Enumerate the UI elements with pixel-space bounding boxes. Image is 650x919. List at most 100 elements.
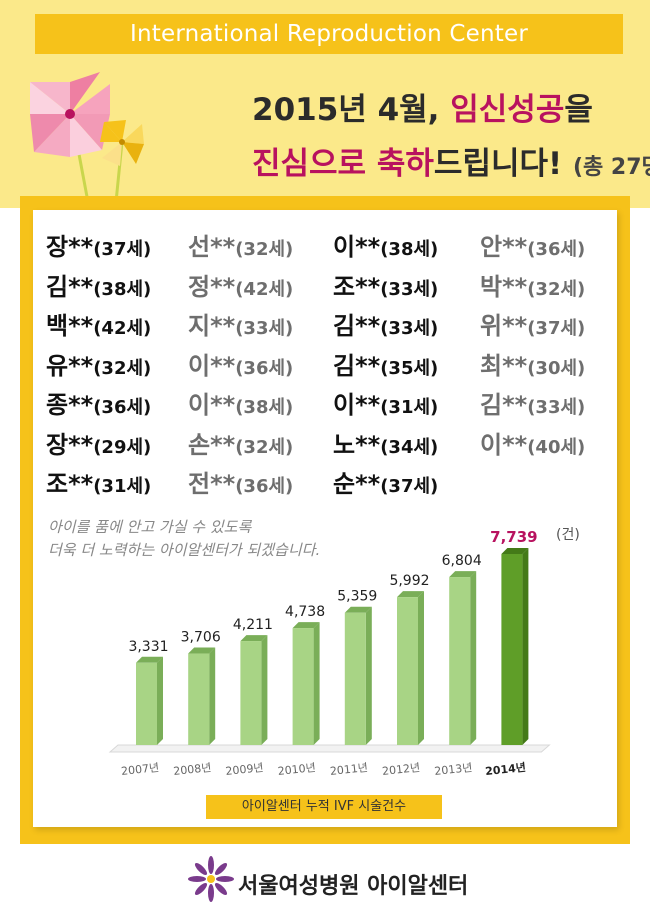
headline-highlight: 임신성공 — [450, 92, 565, 128]
bar-side — [522, 548, 529, 745]
bar-top — [501, 548, 529, 554]
patient-name: 박** — [480, 272, 528, 301]
patient-name: 손** — [188, 430, 236, 459]
patient-age: (40세) — [527, 436, 586, 458]
pink-pinwheel-icon — [30, 72, 110, 202]
patient-age: (33세) — [235, 318, 294, 339]
patient-age: (31세) — [93, 476, 152, 497]
bar-value-label: 4,738 — [285, 604, 325, 620]
patient-age: (36세) — [235, 476, 294, 497]
bar-value-label: 5,992 — [389, 573, 429, 589]
patient-age: (42세) — [93, 318, 152, 339]
patient-name: 김** — [333, 351, 381, 380]
chart-floor — [108, 744, 551, 753]
headline-congrats: 진심으로 축하 — [252, 146, 434, 182]
patient-age: (33세) — [380, 318, 439, 339]
bar-top — [136, 656, 163, 663]
center-title-bar: International Reproduction Center — [35, 14, 623, 54]
patient-age: (38세) — [380, 239, 439, 260]
patient-entry: 장**(29세) — [46, 425, 151, 460]
x-tick-label: 2014년 — [484, 760, 526, 778]
patient-name: 김** — [333, 312, 381, 340]
bar-top — [344, 606, 372, 613]
message-line-1: 아이를 품에 안고 가실 수 있도록 — [48, 518, 252, 536]
patient-name: 유** — [46, 351, 94, 380]
x-tick-label: 2013년 — [434, 761, 473, 778]
patient-entry: 이**(38세) — [188, 385, 293, 420]
patient-name: 정** — [188, 272, 236, 301]
patient-entry: 조**(33세) — [333, 267, 438, 302]
patient-name: 노** — [333, 430, 381, 459]
patient-age: (31세) — [380, 397, 439, 418]
bar — [240, 641, 262, 745]
bar-side — [261, 635, 268, 745]
headline-line-1: 2015년 4월, 임신성공을 — [252, 84, 593, 129]
patient-age: (36세) — [93, 397, 152, 418]
bar-value-label: 6,804 — [442, 553, 482, 569]
patient-age: (32세) — [93, 357, 152, 379]
headline-line-2: 진심으로 축하드립니다! (총 27명) — [252, 138, 650, 183]
patient-name: 김** — [46, 272, 94, 301]
patient-entry: 이**(31세) — [333, 385, 438, 420]
patient-entry: 위**(37세) — [480, 306, 585, 341]
bar-value-label: 3,331 — [128, 639, 168, 655]
patient-entry: 전**(36세) — [188, 464, 293, 499]
message-line-2: 더욱 더 노력하는 아이알센터가 되겠습니다. — [48, 541, 321, 559]
patient-entry: 손**(32세) — [188, 425, 293, 460]
headline-particle: 을 — [564, 92, 593, 128]
x-tick-label: 2012년 — [381, 761, 420, 778]
bar-value-label: 5,359 — [337, 589, 377, 605]
footer-hospital-name: 서울여성병원 아이알센터 — [238, 874, 469, 899]
headline-ending: 드립니다! — [433, 146, 563, 182]
patient-name: 김** — [480, 391, 528, 419]
patient-name: 조** — [333, 272, 381, 301]
patient-age: (37세) — [527, 318, 586, 339]
patient-age: (34세) — [380, 436, 439, 458]
patient-name: 이** — [188, 351, 236, 380]
patient-age: (30세) — [527, 357, 586, 379]
message: 아이를 품에 안고 가실 수 있도록 더욱 더 노력하는 아이알센터가 되겠습니… — [48, 516, 320, 562]
bar — [397, 597, 418, 745]
patient-name: 선** — [188, 233, 236, 261]
patient-entry: 유**(32세) — [46, 346, 151, 381]
bar-side — [365, 606, 372, 745]
patient-entry: 김**(33세) — [480, 385, 585, 420]
patient-name: 이** — [333, 233, 381, 261]
patient-age: (36세) — [527, 239, 586, 260]
patient-entry: 조**(31세) — [46, 464, 151, 499]
patient-entry: 정**(42세) — [188, 267, 293, 302]
patient-age: (35세) — [380, 357, 439, 379]
patient-name: 이** — [333, 391, 381, 419]
patient-age: (37세) — [380, 476, 439, 497]
bar — [136, 662, 157, 745]
bar — [344, 612, 366, 745]
bar-side — [157, 656, 163, 745]
patient-entry: 이**(36세) — [188, 346, 293, 381]
bar-value-label: 4,211 — [233, 617, 273, 633]
patient-entry: 이**(40세) — [480, 425, 585, 460]
bar — [501, 554, 523, 745]
patient-name: 장** — [46, 430, 94, 459]
patient-entry: 김**(33세) — [333, 306, 438, 341]
bar-side — [313, 622, 320, 745]
x-tick-label: 2011년 — [329, 761, 368, 778]
yellow-pinwheel-icon — [100, 120, 144, 202]
bar-side — [418, 591, 424, 745]
patient-entry: 안**(36세) — [480, 227, 585, 262]
patient-entry: 이**(38세) — [333, 227, 438, 262]
bar-side — [209, 647, 216, 745]
patient-age: (32세) — [527, 278, 586, 300]
bar-top — [240, 635, 268, 642]
x-tick-label: 2007년 — [120, 761, 159, 778]
headline-date: 2015년 4월, — [252, 92, 451, 128]
patient-entry: 노**(34세) — [333, 425, 438, 460]
bar — [188, 653, 210, 745]
patient-entry: 최**(30세) — [480, 346, 585, 381]
patient-age: (38세) — [235, 397, 294, 418]
x-tick-label: 2008년 — [173, 761, 212, 778]
flower-logo-icon — [188, 856, 234, 902]
chart-caption: 아이알센터 누적 IVF 시술건수 — [206, 795, 442, 819]
patient-name: 안** — [480, 233, 528, 261]
x-tick-label: 2010년 — [277, 761, 316, 778]
